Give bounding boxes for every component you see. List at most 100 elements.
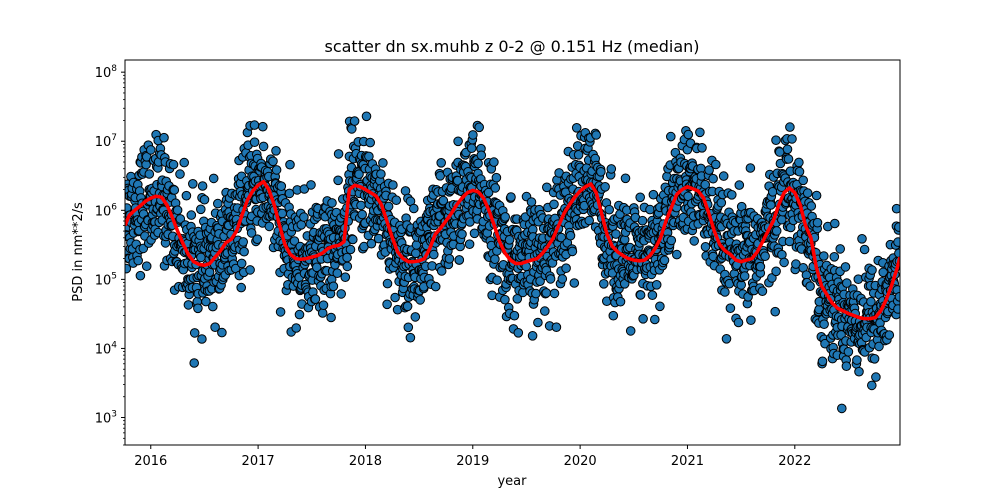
scatter-point	[689, 236, 700, 246]
scatter-point	[697, 143, 707, 153]
scatter-point	[866, 296, 876, 307]
scatter-point	[333, 175, 343, 186]
scatter-point	[179, 157, 189, 168]
scatter-point	[382, 278, 393, 289]
scatter-point	[557, 274, 568, 284]
scatter-point	[436, 158, 447, 168]
x-axis: 2016 2017 2018 2019 2020 2021 2022	[134, 445, 811, 469]
scatter-point	[444, 253, 455, 264]
scatter-point	[430, 281, 441, 292]
scatter-point	[727, 190, 737, 200]
scatter-point	[771, 266, 781, 277]
scatter-point	[468, 130, 478, 140]
scatter-point	[894, 248, 900, 259]
scatter-point	[545, 274, 556, 284]
scatter-point	[210, 322, 220, 333]
y-tick-label: 103	[95, 410, 117, 427]
scatter-point	[527, 331, 538, 341]
scatter-point	[196, 204, 206, 215]
scatter-point	[606, 164, 617, 174]
scatter-point	[567, 246, 578, 257]
scatter-point	[464, 239, 475, 249]
scatter-point	[704, 165, 714, 175]
scatter-point	[135, 270, 146, 281]
scatter-point	[843, 347, 854, 357]
scatter-point	[312, 262, 322, 273]
scatter-point	[894, 222, 900, 232]
scatter-point	[867, 380, 877, 391]
scatter-point	[275, 307, 286, 317]
scatter-point	[745, 163, 756, 173]
scatter-point	[239, 246, 249, 257]
x-tick-label: 2016	[134, 454, 167, 469]
scatter-point	[835, 244, 846, 254]
scatter-point	[782, 144, 793, 155]
scatter-point	[798, 175, 809, 186]
scatter-point	[376, 169, 386, 179]
scatter-point	[186, 210, 197, 220]
scatter-point	[871, 372, 881, 382]
scatter-point	[453, 136, 463, 147]
scatter-point	[249, 137, 260, 147]
scatter-point	[310, 294, 321, 305]
scatter-point	[436, 266, 447, 276]
scatter-point	[382, 299, 392, 310]
scatter-point	[504, 235, 515, 245]
scatter-point	[246, 228, 257, 238]
scatter-point	[373, 233, 384, 244]
scatter-point	[739, 271, 750, 281]
scatter-point	[672, 249, 682, 260]
scatter-point	[565, 230, 576, 241]
scatter-point	[571, 123, 582, 133]
scatter-point	[659, 255, 670, 266]
scatter-point	[388, 180, 398, 190]
x-tick-label: 2019	[456, 454, 489, 469]
scatter-point	[783, 154, 794, 164]
scatter-point	[700, 179, 711, 190]
scatter-point	[506, 192, 516, 202]
scatter-point	[794, 166, 805, 177]
scatter-point	[326, 312, 336, 323]
scatter-point	[168, 159, 179, 170]
scatter-point	[189, 358, 199, 368]
scatter-point	[734, 180, 745, 190]
scatter-point	[784, 236, 795, 247]
scatter-point	[402, 301, 413, 312]
scatter-point	[549, 288, 560, 299]
scatter-point	[500, 294, 510, 305]
scatter-point	[284, 188, 295, 199]
scatter-point	[599, 279, 609, 289]
scatter-point	[249, 120, 260, 130]
y-tick-label: 105	[95, 271, 117, 288]
scatter-point	[490, 183, 501, 193]
scatter-point	[357, 209, 368, 220]
scatter-point	[271, 165, 282, 175]
scatter-point	[271, 146, 281, 156]
scatter-point	[711, 159, 721, 170]
scatter-point	[500, 212, 511, 222]
scatter-point	[625, 326, 636, 336]
scatter-point	[489, 157, 499, 167]
scatter-point	[650, 314, 660, 325]
scatter-point	[811, 190, 822, 201]
scatter-point	[859, 244, 870, 255]
scatter-point	[551, 322, 562, 333]
scatter-point	[819, 251, 829, 261]
scatter-point	[144, 169, 155, 179]
scatter-point	[802, 188, 813, 198]
scatter-point	[651, 280, 662, 290]
y-tick-label: 107	[95, 133, 117, 150]
scatter-point	[189, 328, 200, 338]
scatter-point	[611, 229, 621, 239]
scatter-point	[615, 296, 626, 307]
scatter-point	[199, 194, 210, 205]
scatter-point	[531, 288, 541, 299]
scatter-point	[591, 130, 602, 140]
scatter-point	[620, 173, 631, 184]
scatter-point	[183, 300, 194, 310]
scatter-point	[354, 169, 364, 179]
x-tick-label: 2018	[349, 454, 382, 469]
scatter-point	[806, 201, 817, 211]
scatter-point	[208, 173, 219, 184]
